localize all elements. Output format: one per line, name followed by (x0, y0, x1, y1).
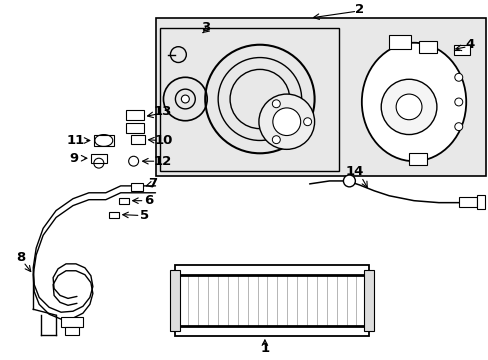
Circle shape (454, 98, 462, 106)
Text: 14: 14 (345, 165, 363, 177)
Bar (418, 41, 436, 53)
Circle shape (272, 136, 280, 144)
Bar (119, 198, 128, 204)
Bar (458, 197, 476, 207)
Ellipse shape (361, 43, 465, 161)
Circle shape (395, 94, 421, 120)
Text: 13: 13 (153, 105, 171, 118)
Text: 10: 10 (154, 134, 172, 147)
Circle shape (272, 108, 300, 135)
Circle shape (454, 73, 462, 81)
Bar (388, 35, 410, 49)
Bar (61, 317, 83, 327)
Bar (130, 135, 144, 144)
Circle shape (272, 100, 280, 108)
Text: 11: 11 (67, 134, 85, 147)
Bar (155, 18, 485, 176)
Bar (65, 327, 79, 335)
Bar (108, 212, 119, 219)
Bar (476, 195, 484, 208)
Text: 1: 1 (260, 342, 269, 355)
Bar (160, 28, 339, 171)
Text: 3: 3 (200, 22, 209, 35)
Circle shape (454, 123, 462, 131)
Bar (175, 265, 368, 336)
Bar (125, 123, 143, 132)
Text: 7: 7 (148, 177, 157, 190)
Bar (130, 183, 142, 191)
Bar (408, 153, 426, 165)
Text: 9: 9 (69, 152, 79, 165)
Circle shape (343, 175, 355, 187)
Bar (364, 270, 373, 331)
Bar (94, 135, 114, 147)
Text: 2: 2 (354, 3, 363, 16)
Bar (453, 45, 469, 55)
Text: 12: 12 (153, 155, 171, 168)
Text: 8: 8 (17, 251, 26, 265)
Circle shape (181, 95, 189, 103)
Circle shape (303, 118, 311, 126)
Text: 4: 4 (464, 38, 473, 51)
Circle shape (258, 94, 314, 149)
Bar (125, 110, 143, 120)
Bar (170, 270, 180, 331)
Bar (91, 154, 106, 163)
Circle shape (381, 79, 436, 135)
Circle shape (128, 156, 138, 166)
Text: 5: 5 (140, 209, 149, 222)
Text: 6: 6 (143, 194, 153, 207)
